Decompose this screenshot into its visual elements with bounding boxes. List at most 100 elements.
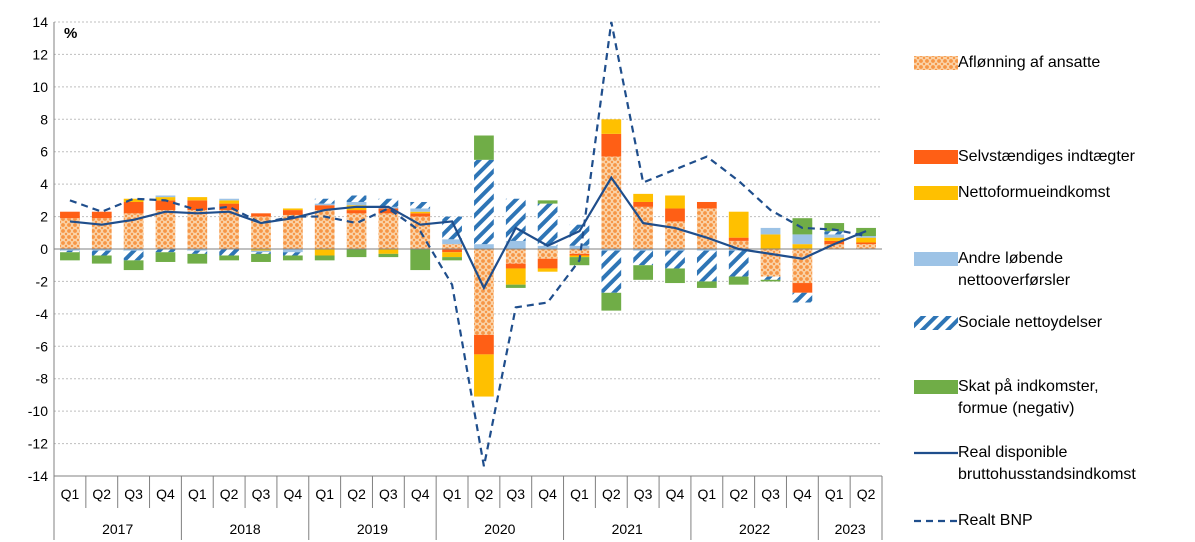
legend-swatch-rect: [914, 380, 958, 394]
legend-swatch: [914, 56, 958, 70]
bar: [346, 195, 367, 202]
bar: [187, 200, 208, 211]
bar: [633, 265, 654, 280]
bar: [633, 201, 654, 207]
legend-swatch: [914, 380, 958, 394]
bar: [792, 218, 813, 235]
x-tick-label: Q3: [634, 486, 653, 502]
bar: [251, 216, 271, 249]
year-label: 2020: [484, 521, 515, 537]
bar: [505, 240, 526, 249]
bar: [474, 159, 494, 245]
bar: [824, 231, 845, 235]
legend-label: Real disponible bruttohusstandsindkomst: [958, 444, 1136, 483]
bar: [665, 195, 685, 209]
bar: [728, 237, 749, 241]
legend-swatch: [914, 519, 958, 523]
x-tick-label: Q1: [698, 486, 717, 502]
bar: [728, 250, 749, 277]
bar: [537, 203, 558, 246]
bar: [474, 354, 494, 397]
x-tick-label: Q4: [411, 486, 430, 502]
x-tick-label: Q2: [729, 486, 748, 502]
bar: [378, 213, 399, 249]
x-tick-label: Q1: [315, 486, 334, 502]
bar: [251, 253, 271, 262]
bar: [696, 208, 717, 249]
bar: [123, 213, 144, 249]
bar: [187, 210, 208, 249]
x-tick-label: Q4: [666, 486, 685, 502]
bar: [474, 249, 494, 335]
bar: [824, 237, 845, 241]
bar: [760, 249, 781, 277]
bar: [219, 255, 240, 261]
legend-swatch: [914, 451, 958, 455]
bar: [665, 250, 685, 269]
x-tick-label: Q4: [284, 486, 303, 502]
bar: [155, 252, 176, 262]
x-tick-label: Q3: [124, 486, 143, 502]
bar: [728, 211, 749, 238]
legend-item: Aflønning af ansatte: [912, 52, 1194, 74]
bar: [856, 242, 876, 245]
bar: [569, 249, 590, 254]
legend-swatch-rect: [914, 186, 958, 200]
bar: [155, 249, 176, 253]
legend-label: Selvstændiges indtægter: [958, 148, 1135, 165]
bar: [251, 250, 271, 253]
bar: [410, 211, 431, 214]
bar: [91, 218, 112, 249]
bar: [123, 249, 144, 251]
bar: [505, 198, 526, 241]
bar: [282, 249, 303, 253]
y-tick-label: 4: [40, 176, 48, 192]
y-tick-label: 2: [40, 209, 48, 225]
legend-swatch-rect: [914, 150, 958, 164]
bar: [569, 245, 590, 249]
bar: [123, 201, 144, 214]
bar: [569, 253, 590, 256]
bar: [282, 210, 303, 215]
x-tick-label: Q4: [156, 486, 175, 502]
bar: [505, 263, 526, 269]
bar: [60, 249, 80, 251]
bar: [824, 240, 845, 245]
y-tick-label: 0: [40, 241, 48, 257]
bar: [569, 224, 590, 246]
bar: [60, 250, 80, 253]
bar: [346, 249, 367, 258]
bar: [442, 244, 462, 249]
series-line: [69, 175, 867, 291]
legend-item: Sociale nettoydelser: [912, 312, 1194, 334]
bar: [505, 249, 526, 264]
legend-swatch: [914, 186, 958, 200]
bar: [219, 249, 240, 256]
bar: [282, 255, 303, 261]
bar: [537, 245, 558, 249]
bar: [601, 133, 622, 157]
legend-swatch: [914, 252, 958, 266]
bar: [60, 211, 80, 219]
bar: [251, 252, 271, 254]
x-tick-label: Q3: [761, 486, 780, 502]
bar: [187, 250, 208, 254]
x-tick-label: Q2: [92, 486, 111, 502]
bar: [346, 201, 367, 206]
bar: [314, 198, 335, 204]
bar: [442, 239, 462, 245]
year-label: 2021: [612, 521, 643, 537]
bar: [91, 249, 112, 251]
legend-swatch: [914, 150, 958, 164]
year-label: 2019: [357, 521, 388, 537]
bar: [792, 249, 813, 284]
bar: [792, 244, 813, 249]
bar: [60, 218, 80, 249]
bar: [665, 208, 685, 222]
legend-item: Andre løbende nettooverførsler: [912, 248, 1194, 292]
x-tick-label: Q2: [347, 486, 366, 502]
bar: [856, 236, 876, 238]
bar: [410, 249, 431, 271]
bar: [537, 258, 558, 269]
legend-item: Nettoformueindkomst: [912, 182, 1194, 204]
